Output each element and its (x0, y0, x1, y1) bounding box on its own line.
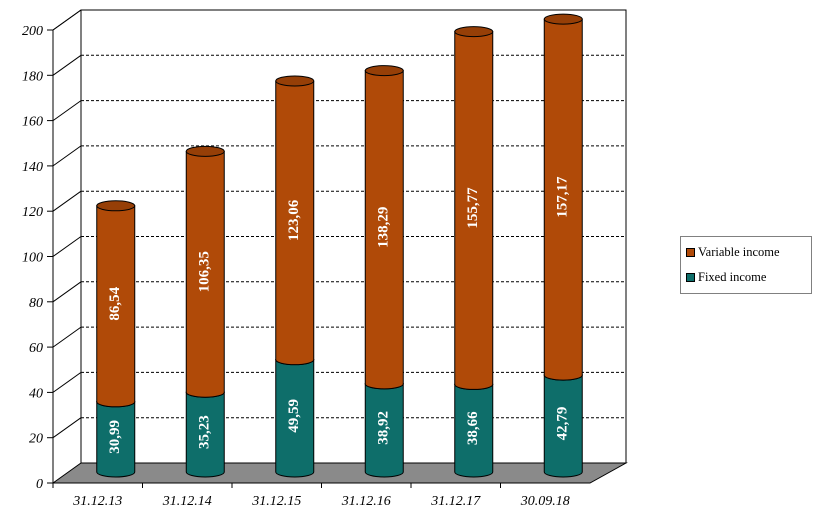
y-tick-label: 80 (29, 296, 43, 311)
bar-variable-income (96, 205, 136, 408)
x-tick-label: 31.12.13 (72, 494, 122, 509)
y-tick-label: 180 (22, 69, 43, 84)
bar-variable-income (185, 150, 225, 398)
data-label: 155,77 (465, 187, 481, 229)
legend-label-fixed-income: Fixed income (698, 270, 767, 284)
bar-cap (454, 26, 494, 38)
data-label: 157,17 (555, 176, 571, 218)
y-tick-label: 0 (36, 477, 43, 492)
legend-swatch-variable-income (686, 248, 695, 257)
y-tick-label: 160 (22, 115, 43, 130)
bar-cap (364, 65, 404, 77)
gridline-depth (52, 9, 82, 31)
y-tick-label: 200 (22, 24, 43, 39)
gridline-depth (52, 371, 82, 393)
gridline-depth (52, 236, 82, 257)
gridline-depth (52, 417, 82, 439)
gridline-depth (52, 100, 82, 122)
y-tick-label: 100 (22, 251, 43, 266)
data-label: 35,23 (197, 415, 213, 449)
data-label: 30,99 (107, 420, 123, 454)
bar-cap (543, 13, 583, 25)
data-label: 42,79 (555, 407, 571, 441)
y-tick-label: 60 (29, 341, 43, 356)
x-tick-label: 30.09.18 (520, 494, 570, 509)
x-tick-label: 31.12.14 (162, 494, 212, 509)
bar-variable-income (364, 70, 404, 390)
bar-fixed-income (454, 383, 494, 478)
bar-fixed-income (185, 391, 225, 478)
gridline-depth (52, 190, 82, 212)
data-label: 49,59 (286, 399, 302, 433)
bar-cap (275, 75, 315, 87)
gridline-depth (52, 281, 82, 303)
legend-swatch-fixed-income (686, 273, 695, 282)
bar-cap (185, 145, 225, 157)
x-tick-label: 31.12.16 (341, 494, 391, 509)
bar-variable-income (275, 80, 315, 366)
bar-cap (96, 200, 136, 212)
legend-label-variable-income: Variable income (698, 245, 780, 259)
data-label: 106,35 (197, 251, 213, 292)
legend-item-fixed-income: Fixed income (686, 270, 766, 285)
data-label: 38,66 (465, 411, 481, 445)
y-tick-label: 120 (22, 205, 43, 220)
bar-fixed-income (96, 401, 136, 478)
gridline-depth (52, 326, 82, 348)
y-tick-label: 20 (29, 432, 43, 447)
chart-floor (51, 462, 628, 484)
gridline-depth (52, 54, 82, 76)
data-label: 123,06 (286, 199, 302, 241)
x-tick-label: 31.12.17 (430, 494, 481, 509)
data-label: 138,29 (376, 207, 392, 248)
bar-variable-income (454, 31, 494, 390)
y-tick-label: 40 (29, 386, 43, 401)
x-tick-label: 31.12.15 (251, 494, 301, 509)
y-tick-label: 140 (22, 160, 43, 175)
bar-fixed-income (543, 374, 583, 478)
bar-fixed-income (364, 383, 404, 478)
data-label: 86,54 (107, 286, 123, 320)
legend: Variable income Fixed income (680, 236, 812, 294)
data-label: 38,92 (376, 411, 392, 445)
gridline-depth (52, 145, 82, 167)
bar-variable-income (543, 18, 583, 381)
bar-fixed-income (275, 359, 315, 478)
legend-item-variable-income: Variable income (686, 245, 780, 260)
